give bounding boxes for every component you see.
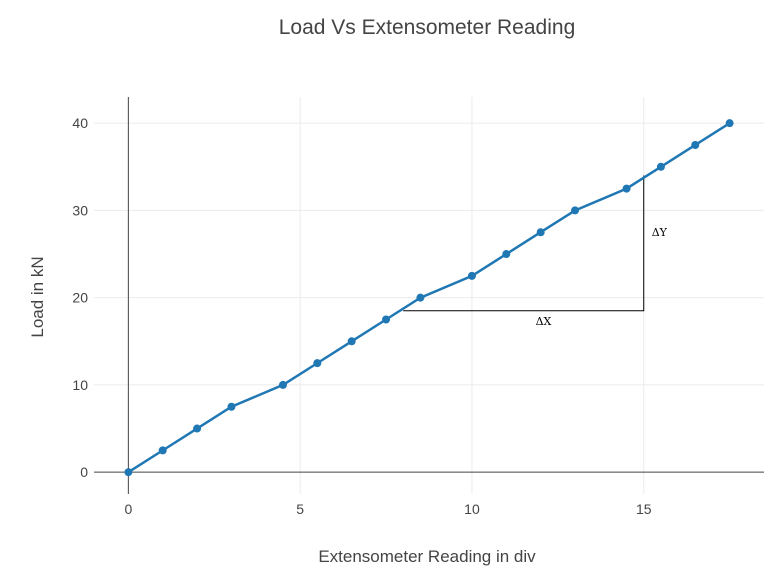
delta-x-label: ΔX [536,315,552,328]
data-point [691,140,700,149]
data-point [622,184,631,193]
data-point [313,359,322,368]
data-point [347,337,356,346]
data-point [227,402,236,411]
data-point [382,315,391,324]
grid-layer [94,97,764,494]
data-point [193,424,202,433]
x-axis-title: Extensometer Reading in div [318,547,536,566]
data-point [467,271,476,280]
x-tick-label: 15 [636,501,652,517]
data-point [571,206,580,215]
y-tick-label: 10 [72,377,88,393]
chart-title: Load Vs Extensometer Reading [279,16,576,39]
series-layer [124,119,734,477]
y-tick-label: 0 [80,464,88,480]
axes-layer [94,97,764,494]
y-tick-label: 30 [72,202,88,218]
x-tick-label: 0 [124,501,132,517]
annotation-layer: ΔX ΔY [403,175,668,328]
data-point [536,228,545,237]
x-tick-label: 5 [296,501,304,517]
y-tick-label: 40 [72,115,88,131]
ticks-layer: 0 5 10 15 0 10 20 30 40 [72,115,651,517]
y-tick-label: 20 [72,290,88,306]
y-axis-title: Load in kN [28,256,47,337]
x-tick-label: 10 [464,501,480,517]
data-point [656,162,665,171]
slope-triangle [403,175,645,312]
delta-y-label: ΔY [652,226,668,239]
data-point [158,446,167,455]
data-point [416,293,425,302]
data-point [278,380,287,389]
data-point [502,250,511,259]
data-point [725,119,734,128]
data-point [124,468,133,477]
